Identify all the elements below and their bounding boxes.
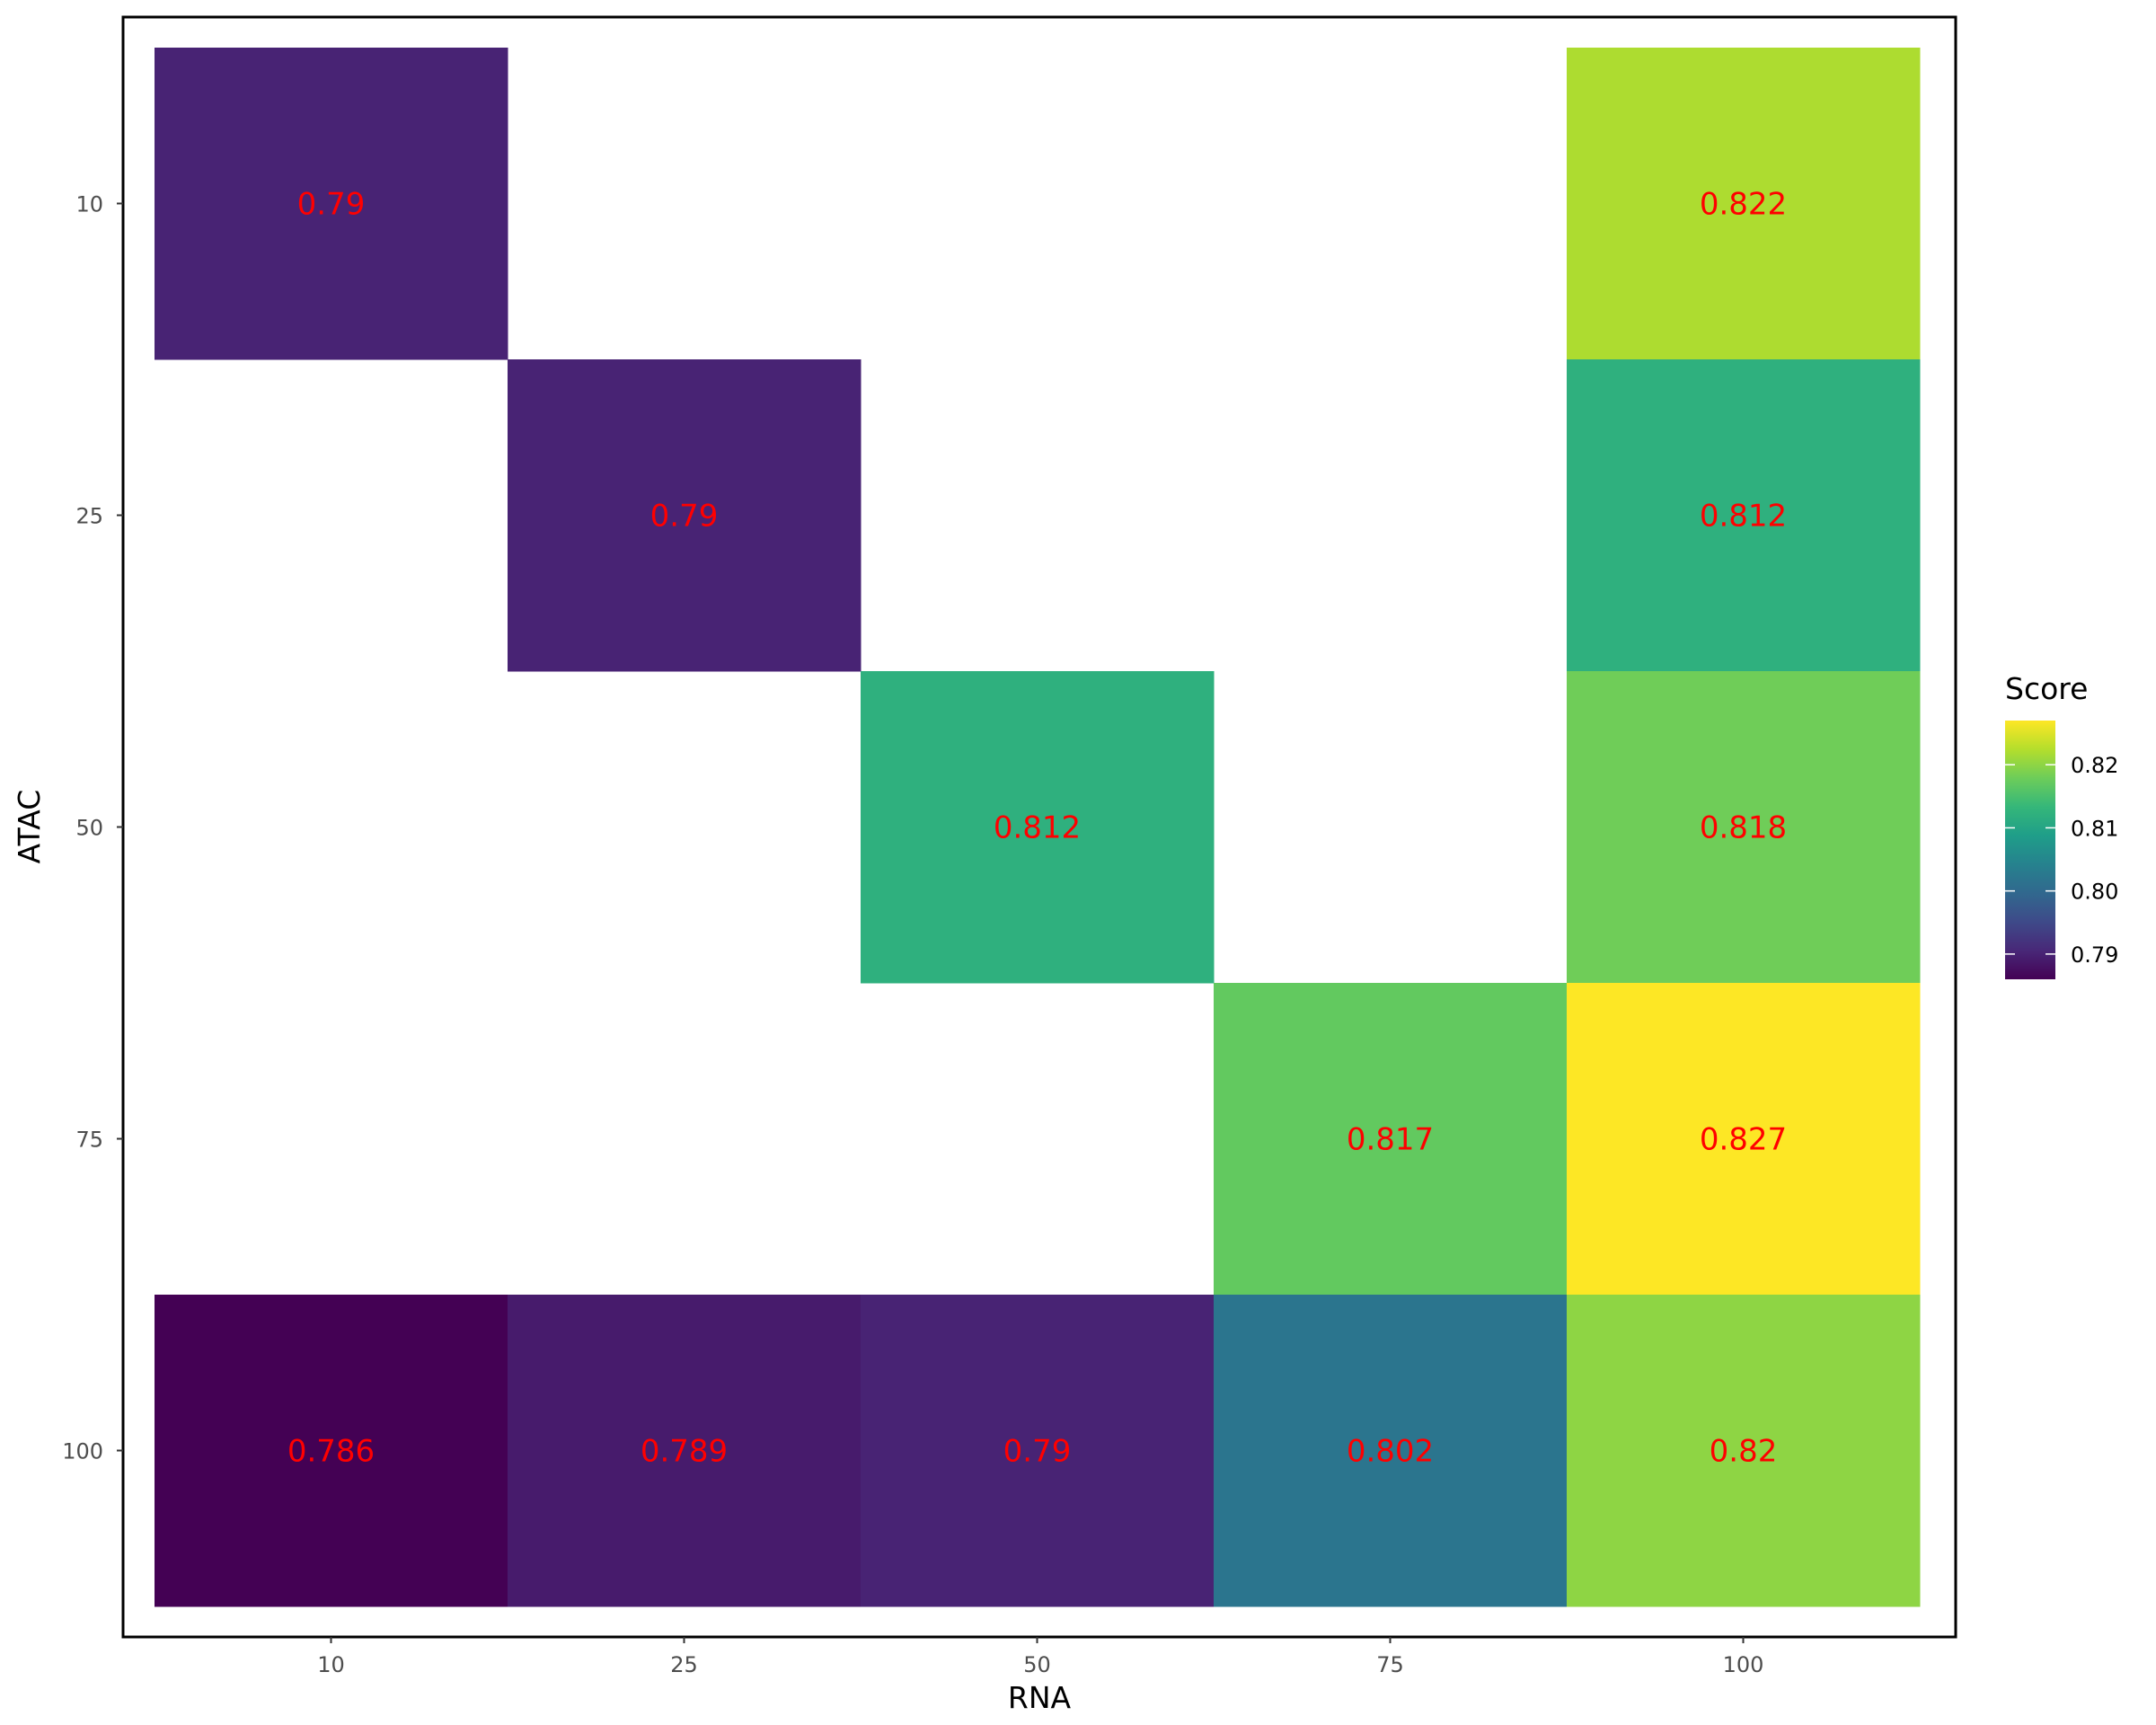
heatmap-cell-rna-50-atac-50 [861, 671, 1215, 984]
x-tick-label: 75 [1376, 1652, 1404, 1677]
heatmap-cell-rna-100-atac-100 [1567, 1295, 1921, 1607]
heatmap-cell-rna-100-atac-10 [1567, 48, 1921, 360]
heatmap-cell-rna-25-atac-25 [508, 359, 862, 672]
heatmap-cell-rna-100-atac-25 [1567, 359, 1921, 672]
cell-value-label: 0.79 [1003, 1434, 1072, 1470]
cell-value-label: 0.817 [1347, 1122, 1434, 1158]
y-tick-label: 50 [75, 816, 103, 841]
heatmap-cell-rna-75-atac-75 [1214, 983, 1568, 1296]
cell-value-label: 0.79 [297, 187, 366, 223]
legend-tick-label: 0.81 [2071, 816, 2118, 841]
cell-value-label: 0.818 [1700, 810, 1787, 846]
y-axis-ticks: 10 25 50 75 100 [62, 192, 123, 1464]
legend-colorbar [2005, 721, 2055, 979]
heatmap-cell-rna-10-atac-10 [155, 48, 508, 360]
y-axis-title: ATAC [12, 790, 47, 864]
heatmap-cells [155, 48, 1921, 1607]
cell-value-label: 0.822 [1700, 187, 1787, 223]
y-tick-label: 10 [75, 192, 103, 217]
cell-value-label: 0.786 [287, 1434, 375, 1470]
cell-value-label: 0.812 [994, 810, 1081, 846]
x-axis-ticks: 10 25 50 75 100 [317, 1637, 1763, 1677]
legend-ticks: 0.79 0.80 0.81 0.82 [2005, 753, 2118, 968]
heatmap-cell-rna-50-atac-100 [861, 1295, 1215, 1607]
heatmap-cell-rna-75-atac-100 [1214, 1295, 1568, 1607]
cell-value-label: 0.802 [1347, 1434, 1434, 1470]
legend-tick-label: 0.82 [2071, 753, 2118, 778]
cell-value-label: 0.812 [1700, 499, 1787, 535]
x-tick-label: 25 [670, 1652, 698, 1677]
legend-title: Score [2005, 671, 2088, 706]
heatmap-cell-rna-100-atac-50 [1567, 671, 1921, 984]
heatmap-cell-rna-100-atac-75 [1567, 983, 1921, 1296]
x-axis-title: RNA [1008, 1680, 1072, 1715]
y-tick-label: 100 [62, 1439, 103, 1464]
y-tick-label: 75 [75, 1128, 103, 1153]
cell-value-label: 0.827 [1700, 1122, 1787, 1158]
cell-value-label: 0.82 [1710, 1434, 1778, 1470]
x-tick-label: 100 [1723, 1652, 1764, 1677]
y-tick-label: 25 [75, 504, 103, 529]
x-tick-label: 10 [317, 1652, 345, 1677]
cell-value-label: 0.79 [650, 499, 719, 535]
legend-tick-label: 0.79 [2071, 942, 2118, 968]
cell-value-label: 0.789 [641, 1434, 728, 1470]
legend-tick-label: 0.80 [2071, 880, 2118, 905]
heatmap-cell-rna-10-atac-100 [155, 1295, 508, 1607]
heatmap-cell-labels: 0.79 0.822 0.79 0.812 0.812 0.818 0.817 0.827 0.… [287, 187, 1787, 1470]
color-legend: Score 0.79 0.80 0.81 0.82 [2005, 671, 2118, 979]
x-tick-label: 50 [1023, 1652, 1051, 1677]
heatmap-cell-rna-25-atac-100 [508, 1295, 862, 1607]
